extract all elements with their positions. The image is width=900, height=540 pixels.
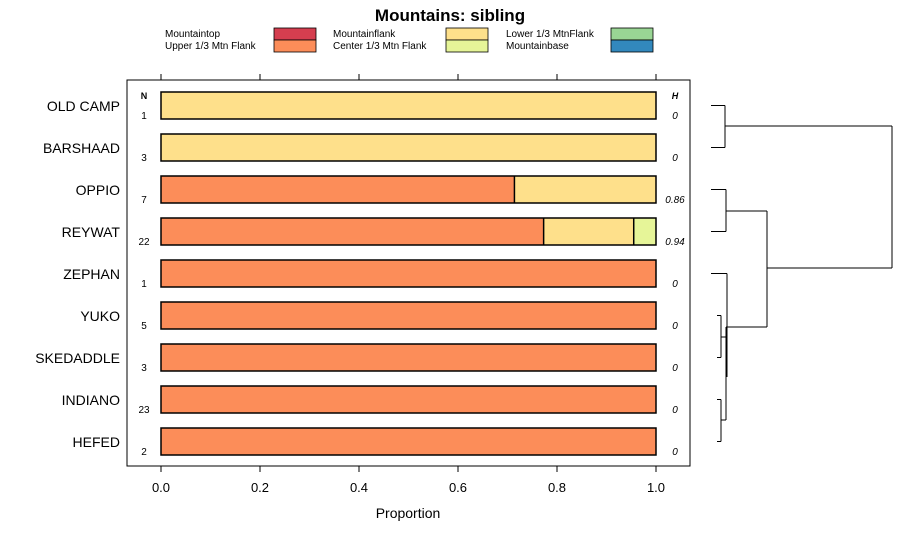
dendrogram xyxy=(711,105,893,442)
x-tick-label: 0.4 xyxy=(350,480,368,495)
plot-frame xyxy=(126,79,691,467)
bar-segment xyxy=(161,386,656,413)
h-value: 0.94 xyxy=(665,237,685,248)
bar-segment xyxy=(633,218,656,245)
h-value: 0 xyxy=(672,405,678,416)
bar-segment xyxy=(161,428,656,455)
x-tick-label: 0.2 xyxy=(251,480,269,495)
row-label: HEFED xyxy=(73,434,120,450)
legend-swatch xyxy=(445,39,489,53)
legend-swatch xyxy=(273,39,317,53)
h-value: 0.86 xyxy=(665,195,685,206)
h-value: 0 xyxy=(672,363,678,374)
h-value: 0 xyxy=(672,111,678,122)
h-value: 0 xyxy=(672,153,678,164)
bar-segment xyxy=(161,344,656,371)
x-tick-label: 0.6 xyxy=(449,480,467,495)
h-value: 0 xyxy=(672,447,678,458)
bar-outline xyxy=(160,343,657,372)
row-label: YUKO xyxy=(80,308,120,324)
n-value: 3 xyxy=(141,153,147,164)
bar-segment xyxy=(161,302,656,329)
row-label: OLD CAMP xyxy=(47,98,120,114)
legend-label: Mountainbase xyxy=(506,41,569,52)
legend-swatch xyxy=(273,27,317,41)
bar-segment xyxy=(161,134,656,161)
bar-segment xyxy=(161,92,656,119)
bar-outline xyxy=(160,259,657,288)
bar-outline xyxy=(160,91,657,120)
bar-segment xyxy=(161,176,515,203)
legend-label: Mountainflank xyxy=(333,29,396,40)
h-value: 0 xyxy=(672,321,678,332)
row-label: REYWAT xyxy=(62,224,121,240)
legend-label: Upper 1/3 Mtn Flank xyxy=(165,41,257,52)
bar-segment xyxy=(161,260,656,287)
bar-outline xyxy=(160,217,657,246)
bar-outline xyxy=(160,385,657,414)
x-tick-label: 1.0 xyxy=(647,480,665,495)
bar-outline xyxy=(160,175,657,204)
bar-outline xyxy=(160,133,657,162)
row-label: SKEDADDLE xyxy=(35,350,120,366)
row-label: INDIANO xyxy=(62,392,120,408)
legend-swatch xyxy=(610,27,654,41)
legend-label: Mountaintop xyxy=(165,29,220,40)
h-column-header: H xyxy=(672,91,679,101)
n-value: 3 xyxy=(141,363,147,374)
n-value: 7 xyxy=(141,195,147,206)
bar-segment xyxy=(543,218,634,245)
x-tick-label: 0.8 xyxy=(548,480,566,495)
row-label: ZEPHAN xyxy=(63,266,120,282)
bar-outline xyxy=(160,301,657,330)
row-labels: OLD CAMP BARSHAAD OPPIO REYWAT ZEPHAN YUKO SKE… xyxy=(35,98,120,450)
x-axis: 0.0 0.2 0.4 0.6 0.8 1.0 xyxy=(152,74,665,495)
bar-segment xyxy=(514,176,656,203)
legend-swatch xyxy=(445,27,489,41)
n-value: 1 xyxy=(141,111,147,122)
chart-title: Mountains: sibling xyxy=(375,6,525,25)
h-values: 0 0 0.86 0.94 0 0 0 0 0 xyxy=(665,111,685,458)
n-values: 1 3 7 22 1 5 3 23 2 xyxy=(138,111,150,458)
n-value: 23 xyxy=(138,405,150,416)
row-label: BARSHAAD xyxy=(43,140,120,156)
legend-swatch xyxy=(610,39,654,53)
n-value: 5 xyxy=(141,321,147,332)
x-axis-title: Proportion xyxy=(376,505,441,521)
n-value: 2 xyxy=(141,447,147,458)
bar-segment xyxy=(161,218,544,245)
bars xyxy=(160,91,657,456)
n-column-header: N xyxy=(141,91,148,101)
legend-label: Center 1/3 Mtn Flank xyxy=(333,41,427,52)
n-value: 22 xyxy=(138,237,150,248)
h-value: 0 xyxy=(672,279,678,290)
bar-outline xyxy=(160,427,657,456)
row-label: OPPIO xyxy=(76,182,120,198)
legend-label: Lower 1/3 MtnFlank xyxy=(506,29,595,40)
n-value: 1 xyxy=(141,279,147,290)
x-tick-label: 0.0 xyxy=(152,480,170,495)
